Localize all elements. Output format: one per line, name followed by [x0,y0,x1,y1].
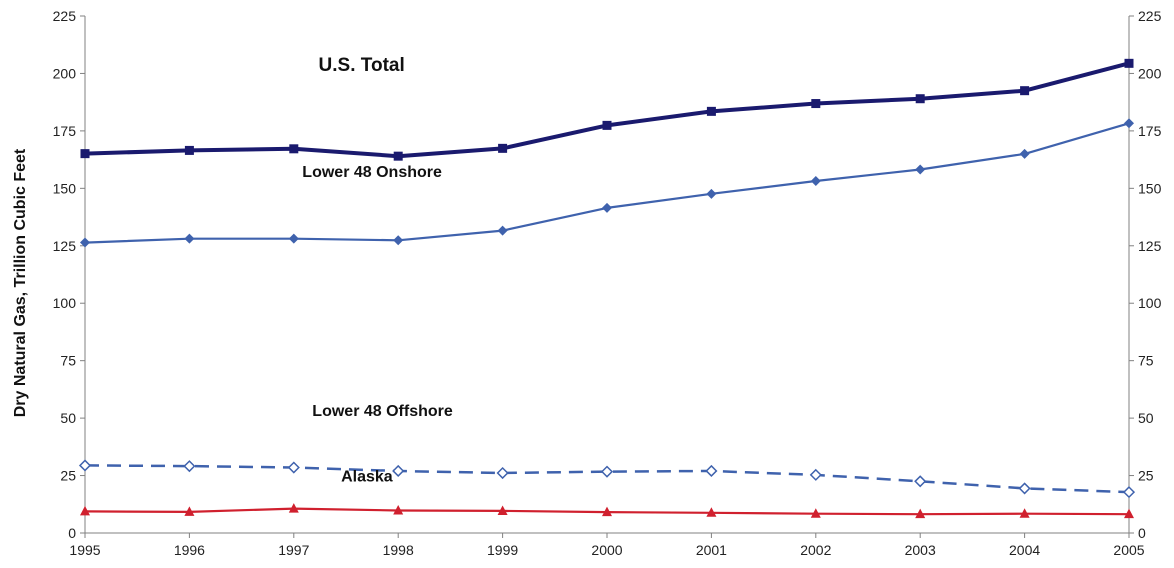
x-tick-label: 1997 [278,542,309,558]
y-tick-label-right: 150 [1138,180,1162,196]
data-point [914,475,927,488]
data-point [393,504,404,515]
y-tick-label-left: 75 [60,353,76,369]
y-tick-label-left: 175 [53,123,77,139]
data-point [80,237,90,248]
data-point [80,149,90,159]
y-tick-label-right: 175 [1138,123,1162,139]
x-tick-label: 1996 [174,542,205,558]
y-tick-label-left: 25 [60,468,76,484]
data-point [1020,86,1030,96]
y-tick-label-left: 50 [60,410,76,426]
data-point [80,505,90,516]
data-point [706,106,716,116]
y-tick-label-right: 50 [1138,410,1154,426]
data-point [1018,482,1031,495]
data-point [497,505,508,515]
data-point [1124,508,1134,519]
x-tick-label: 2000 [591,542,622,558]
data-point [915,94,925,104]
data-point [602,506,612,517]
data-point [1019,148,1030,159]
series-label-lower-48-onshore: Lower 48 Onshore [302,164,442,181]
data-point [184,233,195,244]
y-tick-label-right: 200 [1138,65,1162,81]
data-point [393,151,403,161]
x-tick-label: 2004 [1009,542,1040,558]
data-point [288,503,299,513]
x-tick-label: 2001 [696,542,727,558]
data-point [915,508,926,519]
y-tick-label-left: 0 [68,525,76,541]
data-point [393,235,404,246]
series-u-s-total [80,58,1134,161]
y-tick-label-right: 125 [1138,238,1162,254]
x-tick-label: 1995 [69,542,100,558]
axes: 0 0 25 25 50 50 75 75 100 100 125 125 150 150 175 175 20… [53,8,1162,558]
series-label-lower-48-offshore: Lower 48 Offshore [312,403,453,420]
data-point [184,145,194,155]
x-tick-label: 2005 [1113,542,1144,558]
y-tick-label-left: 225 [53,8,77,24]
y-axis-label: Dry Natural Gas, Trillion Cubic Feet [12,148,29,417]
series-label-alaska: Alaska [341,468,393,485]
data-point [498,143,508,153]
data-point [1124,118,1134,129]
series-labels: U.S. Total Lower 48 Onshore Lower 48 Offsh… [302,55,453,485]
data-point [184,506,195,516]
data-point [287,461,300,474]
y-tick-label-left: 150 [53,180,77,196]
x-tick-label: 2002 [800,542,831,558]
data-point [496,466,509,480]
data-point [810,508,821,518]
data-point [1122,486,1136,499]
x-tick-label: 1998 [383,542,414,558]
data-point [915,164,926,175]
data-point [288,233,299,244]
data-point [811,99,821,109]
series-lower-48-offshore [78,459,1136,499]
data-point [78,459,92,472]
data-point [809,468,822,481]
y-tick-label-right: 225 [1138,8,1162,24]
series-line [84,61,1130,159]
data-point [183,460,196,473]
data-point [706,188,717,199]
y-tick-label-right: 25 [1138,468,1154,484]
series-lower-48-onshore [80,118,1134,248]
data-point [602,120,612,130]
x-tick-label: 1999 [487,542,518,558]
data-point [602,202,612,213]
series-line [84,122,1130,244]
y-tick-label-right: 0 [1138,525,1146,541]
data-point [1124,58,1134,68]
data-point [289,144,299,154]
y-tick-label-left: 100 [53,295,77,311]
data-point [705,464,718,478]
y-tick-label-right: 100 [1138,295,1162,311]
data-point [600,465,614,478]
data-point [810,175,821,186]
x-tick-label: 2003 [905,542,936,558]
y-tick-label-left: 200 [53,65,77,81]
series-alaska [80,503,1134,519]
series-label-u-s-total: U.S. Total [319,55,405,76]
y-tick-label-left: 125 [53,238,77,254]
data-point [392,464,405,478]
series-layer [78,58,1136,519]
y-tick-label-right: 75 [1138,353,1154,369]
data-point [497,225,508,236]
data-point [1019,508,1030,518]
series-line [84,464,1130,494]
data-point [706,507,717,517]
